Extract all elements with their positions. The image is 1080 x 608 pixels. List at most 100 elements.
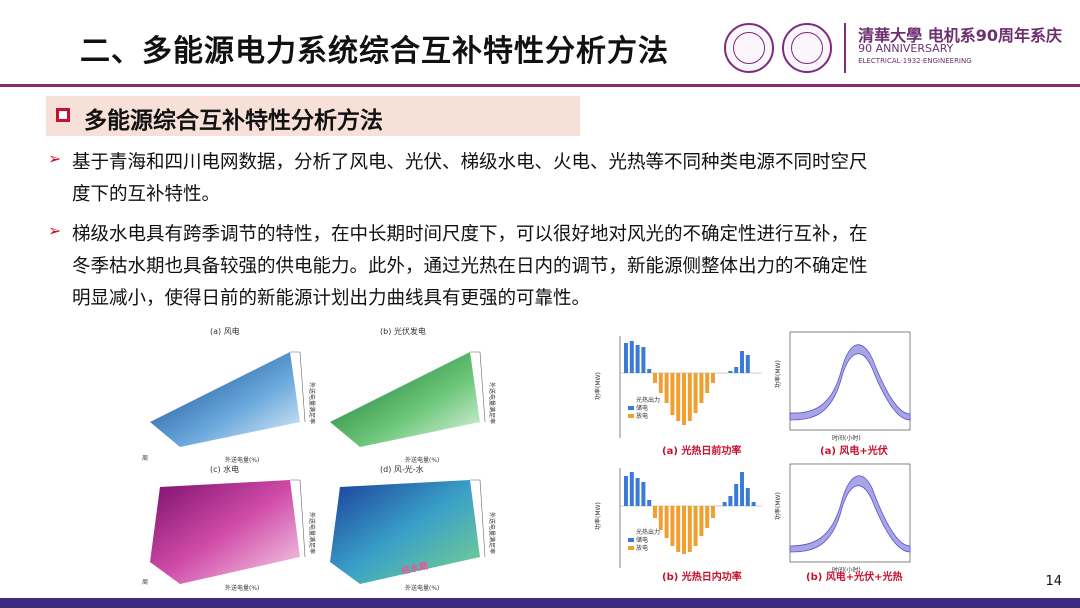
- panel-d-zaxis: [470, 479, 486, 558]
- bullet-arrow-icon: ➢: [48, 221, 62, 240]
- bar-chart-a-legend-1: 储电: [636, 404, 648, 412]
- bullet-1-line-1: 基于青海和四川电网数据，分析了风电、光伏、梯级水电、火电、光热等不同种类电源不同…: [72, 152, 868, 173]
- chart-bar: [711, 506, 715, 518]
- chart-bar: [705, 373, 710, 393]
- panel-b-zlabel: 外送电量满足率: [488, 382, 496, 424]
- anniversary-line3: ELECTRICAL·1932·ENGINEERING: [858, 56, 972, 65]
- chart-bar: [687, 506, 692, 552]
- band-chart-b-caption: (b) 风电+光伏+光热: [806, 570, 903, 583]
- bar-chart-a-caption: (a) 光热日前功率: [662, 444, 741, 457]
- department-seal-logo: [782, 23, 833, 73]
- surface-plots-figure: (a) 风电 外送电量满足率 外送电量(%) 周 (b) 光伏发电 外送电量满足…: [142, 326, 496, 592]
- chart-bar: [699, 373, 704, 403]
- panel-c-zaxis: [290, 479, 306, 558]
- bullet-1-line-2: 度下的互补特性。: [72, 184, 221, 205]
- chart-bar: [635, 345, 640, 373]
- square-bullet-icon: [56, 108, 70, 122]
- band-chart-b: 功率(MW) 时间(小时): [774, 463, 911, 574]
- page-number: 14: [1045, 574, 1062, 589]
- panel-a-surface: [150, 352, 300, 447]
- chart-bar: [682, 373, 686, 425]
- chart-bar: [682, 506, 686, 554]
- bottom-band: [0, 598, 1080, 608]
- chart-bar: [658, 506, 663, 530]
- chart-bar: [711, 373, 715, 383]
- logo-divider: [844, 23, 847, 73]
- chart-bar: [728, 496, 733, 506]
- panel-d-zlabel: 外送电量满足率: [488, 512, 496, 554]
- logo-group: 清華大學 电机系90周年系庆 90 ANNIVERSARY ELECTRICAL…: [724, 18, 1062, 78]
- bar-chart-b: 功率(MW) 光热出力 储电 放电: [594, 468, 762, 568]
- panel-b-caption: (b) 光伏发电: [380, 326, 426, 336]
- chart-bar: [699, 506, 704, 536]
- panel-d-xlabel: 外送电量(%): [405, 584, 439, 592]
- chart-bar: [629, 472, 634, 506]
- anniversary-line2: 90 ANNIVERSARY: [858, 41, 954, 55]
- chart-bar: [751, 502, 756, 506]
- band-chart-a-xlabel: 时间(小时): [832, 434, 861, 442]
- chart-bar: [647, 369, 652, 373]
- band-chart-a: 功率(MW) 时间(小时): [774, 331, 911, 442]
- chart-bar: [635, 478, 640, 506]
- chart-bar: [664, 373, 669, 403]
- bar-chart-a: 功率(MW) 光热出力 储电 放电: [594, 336, 762, 438]
- bar-chart-b-legend-1: 储电: [636, 536, 648, 544]
- slide-title: 二、多能源电力系统综合互补特性分析方法: [80, 34, 669, 69]
- chart-bar: [728, 371, 733, 373]
- band-chart-a-ylabel: 功率(MW): [774, 360, 782, 388]
- chart-bar: [670, 373, 675, 415]
- header-divider: [0, 84, 1080, 87]
- panel-c-ylabel: 周: [142, 579, 148, 586]
- panel-c-caption: (c) 水电: [210, 464, 239, 474]
- panel-a-caption: (a) 风电: [210, 326, 240, 336]
- chart-bar: [664, 506, 669, 538]
- chart-bar: [740, 472, 744, 506]
- panel-b-zaxis: [470, 351, 486, 423]
- section-title: 多能源综合互补特性分析方法: [84, 108, 383, 134]
- chart-bar: [745, 355, 750, 373]
- panel-a-zlabel: 外送电量满足率: [308, 382, 316, 424]
- band-chart-b-ylabel: 功率(MW): [774, 492, 782, 520]
- chart-bar: [722, 502, 727, 506]
- panel-b-xlabel: 外送电量(%): [405, 456, 439, 464]
- panel-a-zaxis: [290, 351, 306, 423]
- bar-chart-a-legend-2: 放电: [636, 412, 648, 420]
- bar-chart-b-caption: (b) 光热日内功率: [662, 570, 742, 583]
- anniversary-logo: 清華大學 电机系90周年系庆 90 ANNIVERSARY ELECTRICAL…: [858, 25, 1062, 68]
- chart-bar: [693, 506, 698, 546]
- chart-bar: [624, 476, 628, 506]
- panel-d-surface: [330, 480, 480, 584]
- bar-chart-b-legend-2: 放电: [636, 544, 648, 552]
- power-charts-figure: 功率(MW) 光热出力 储电 放电 (a) 光热日前功率 功率(MW) 光热出力…: [594, 331, 911, 583]
- chart-bar: [647, 500, 652, 506]
- chart-bar: [641, 347, 646, 373]
- chart-bar: [687, 373, 692, 421]
- bar-chart-a-legend-0: 光热出力: [636, 396, 660, 404]
- chart-bar: [740, 351, 744, 373]
- panel-a-ylabel: 周: [142, 455, 148, 462]
- panel-a-xlabel: 外送电量(%): [225, 456, 259, 464]
- band-chart-a-caption: (a) 风电+光伏: [820, 444, 888, 457]
- chart-bar: [653, 506, 657, 518]
- bullet-2-line-2: 冬季枯水期也具备较强的供电能力。此外，通过光热在日内的调节，新能源侧整体出力的不…: [72, 256, 868, 277]
- bar-chart-b-ylabel: 功率(MW): [594, 502, 602, 530]
- anniversary-line1: 清華大學 电机系90周年系庆: [858, 25, 1062, 45]
- band-chart-b-xlabel: 时间(小时): [832, 566, 861, 574]
- panel-c-surface: [150, 480, 300, 584]
- chart-bar: [705, 506, 710, 528]
- chart-bar: [745, 488, 750, 506]
- tsinghua-seal-logo: [724, 23, 775, 73]
- bar-chart-b-legend-0: 光热出力: [636, 528, 660, 536]
- chart-bar: [629, 341, 634, 373]
- chart-bar: [624, 343, 628, 373]
- bar-chart-a-ylabel: 功率(MW): [594, 372, 602, 400]
- bullet-arrow-icon: ➢: [48, 149, 62, 168]
- chart-bar: [641, 482, 646, 506]
- chart-bar: [734, 367, 739, 373]
- chart-bar: [676, 506, 681, 552]
- chart-bar: [693, 373, 698, 413]
- chart-bar: [653, 373, 657, 383]
- panel-c-xlabel: 外送电量(%): [225, 584, 259, 592]
- chart-bar: [658, 373, 663, 393]
- panel-d-caption: (d) 风-光-水: [380, 464, 424, 474]
